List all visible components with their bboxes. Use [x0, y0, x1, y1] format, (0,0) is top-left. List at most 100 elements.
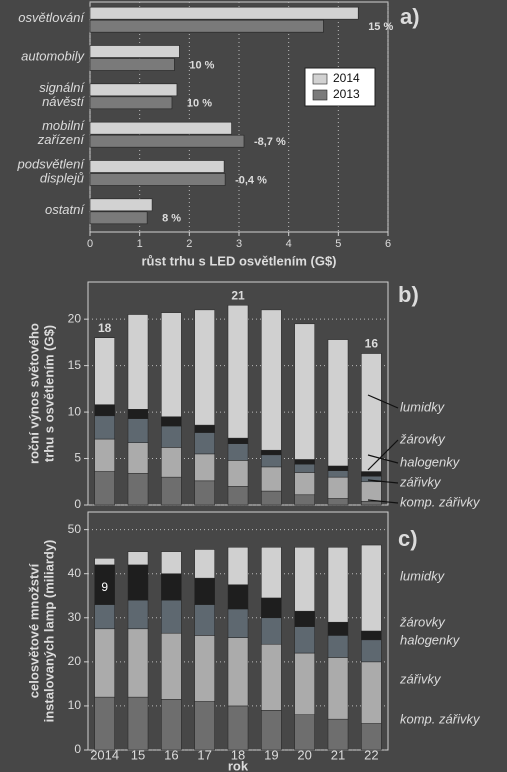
bar-segment: [261, 597, 282, 619]
bar-segment: [127, 418, 149, 443]
category-label: signální návěstí: [39, 80, 85, 109]
bar-segment: [227, 443, 249, 461]
total-label: 16: [365, 337, 379, 351]
bar-segment: [327, 657, 349, 720]
category-label-line: signální: [39, 80, 85, 95]
bar-segment: [361, 630, 382, 641]
bar-segment: [94, 558, 115, 566]
x-tick-label: 0: [87, 238, 93, 250]
bar-segment: [227, 547, 249, 585]
bar-segment: [227, 608, 249, 638]
bar: [89, 6, 359, 20]
bar-segment: [327, 621, 349, 636]
legend-label: 2014: [333, 71, 360, 85]
bar-segment: [127, 409, 149, 419]
bar-segment: [94, 337, 115, 405]
total-label: 21: [231, 288, 245, 302]
bar: [89, 134, 245, 148]
category-label: ostatní: [45, 202, 85, 217]
bar: [89, 96, 173, 110]
legend-pointer: [367, 439, 399, 471]
growth-label: -8,7 %: [254, 136, 286, 148]
category-label-line: návěstí: [42, 94, 85, 109]
bar-segment: [261, 617, 282, 645]
category-label-line: osvětlování: [18, 11, 85, 26]
legend-pointer: [367, 454, 399, 464]
bar-segment: [361, 639, 382, 663]
bar-segment: [161, 599, 182, 634]
bar-segment: [294, 323, 315, 460]
panel-label: c): [398, 526, 418, 551]
plot-area: [89, 1, 389, 233]
y-tick-label: 10: [68, 404, 82, 418]
bar-segment: [227, 637, 249, 707]
bar-segment: [161, 425, 182, 448]
category-label: automobily: [21, 49, 85, 64]
bar-segment: [161, 632, 182, 700]
bar-segment: [294, 714, 315, 751]
bar-segment: [161, 312, 182, 417]
bar-segment: [261, 547, 282, 599]
bar-segment: [327, 547, 349, 623]
bar-segment: [361, 471, 382, 477]
y-tick-label: 40: [68, 566, 82, 580]
bar-segment: [261, 490, 282, 506]
legend-label: komp. zářivky: [400, 494, 481, 509]
bar-segment: [361, 661, 382, 724]
bar-segment: [94, 696, 115, 751]
bar-segment: [127, 599, 149, 630]
bar-segment: [94, 415, 115, 440]
bar: [89, 19, 324, 33]
bar-segment: [194, 549, 215, 579]
y-axis-label: roční výnos světovéhotrhu s osvětlením (…: [27, 323, 57, 464]
bar-segment: [194, 635, 215, 702]
bar-segment: [261, 309, 282, 451]
bar-segment: [361, 723, 382, 751]
bar-segment: [194, 701, 215, 751]
bar-segment: [261, 643, 282, 711]
y-tick-label: 0: [74, 742, 81, 756]
bar-segment: [294, 494, 315, 506]
bar-segment: [361, 353, 382, 472]
x-axis-label: růst trhu s LED osvětlením (G$): [141, 253, 336, 268]
bar-segment: [294, 652, 315, 715]
legend-label: halogenky: [400, 632, 461, 647]
bar-segment: [294, 459, 315, 465]
bar-segment: [227, 705, 249, 751]
bar-segment: [194, 604, 215, 636]
y-tick-label: 5: [74, 451, 81, 465]
bar-segment: [327, 718, 349, 751]
x-tick-label: 20: [297, 747, 311, 762]
bar: [89, 160, 225, 173]
legend-pointer: [367, 499, 399, 504]
legend-label: komp. zářivky: [400, 711, 481, 726]
bar-segment: [361, 544, 382, 632]
legend-label: žárovky: [399, 614, 446, 629]
category-label-line: automobily: [21, 49, 85, 64]
growth-label: 15 %: [368, 21, 393, 33]
bar-segment: [294, 547, 315, 612]
y-axis-label: celosvětové množstvíinstalovaných lamp (…: [27, 540, 57, 723]
bar-segment: [261, 466, 282, 492]
bar-segment: [327, 476, 349, 499]
legend-swatch: [312, 73, 328, 85]
y-tick-label: 0: [74, 497, 81, 511]
bar-segment: [361, 501, 382, 506]
total-label: 18: [98, 321, 112, 335]
bar-segment: [227, 486, 249, 506]
bar-segment: [94, 404, 115, 417]
category-label-line: ostatní: [45, 202, 85, 217]
bar-segment: [127, 314, 149, 410]
category-label-line: mobilní: [42, 119, 85, 134]
bar: [89, 45, 180, 58]
bar-segment: [161, 573, 182, 601]
x-tick-label: 18: [231, 747, 245, 762]
bar-segment: [294, 610, 315, 627]
growth-label: 10 %: [189, 59, 214, 71]
x-tick-label: 4: [286, 238, 292, 250]
legend-pointer: [367, 479, 399, 484]
bar: [89, 173, 226, 186]
bar-segment: [327, 465, 349, 471]
